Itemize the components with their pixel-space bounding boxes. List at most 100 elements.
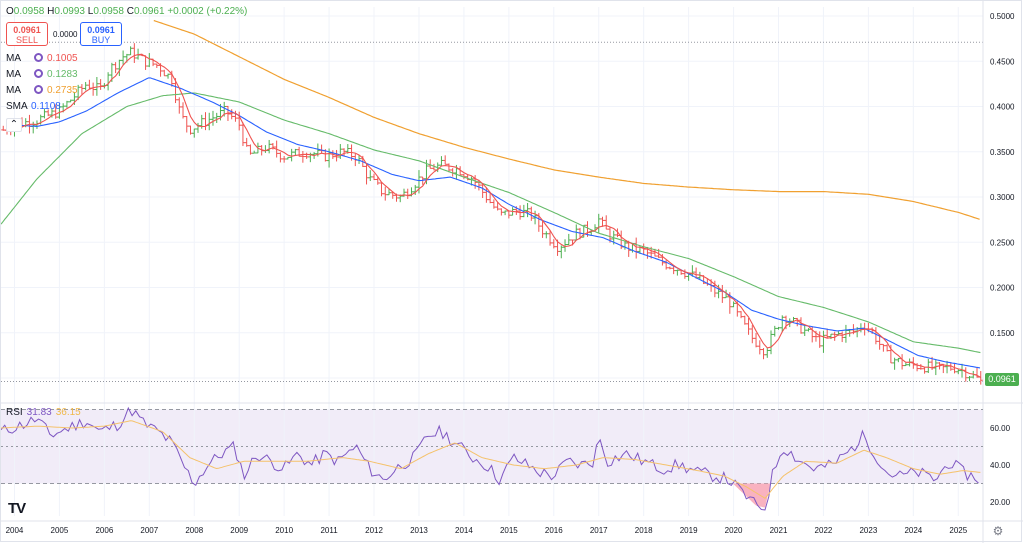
ohlc-bar: [563, 239, 568, 252]
ohlc-bar: [282, 155, 287, 163]
ohlc-bar: [237, 111, 242, 131]
ohlc-bar: [244, 137, 249, 147]
ohlc-bar: [739, 311, 744, 319]
ohlc-bar: [285, 156, 290, 160]
ohlc-bar: [488, 193, 493, 204]
ohlc-bar: [746, 317, 751, 335]
ohlc-bar: [42, 108, 47, 119]
ma-long-line: [153, 19, 980, 220]
ohlc-bar: [53, 104, 58, 119]
ohlc-readout: O0.0958 H0.0993 L0.0958 C0.0961 +0.0002 …: [6, 6, 248, 17]
ohlc-bar: [772, 325, 777, 337]
ohlc-bar: [757, 340, 762, 355]
ohlc-bar: [926, 358, 931, 373]
ohlc-bar: [304, 152, 309, 159]
ohlc-bar: [963, 367, 968, 382]
ohlc-bar: [113, 62, 118, 74]
ohlc-bar: [731, 301, 736, 308]
ohlc-bar: [98, 79, 103, 90]
sell-price: 0.0961: [13, 25, 41, 35]
ohlc-bar: [780, 315, 785, 333]
ohlc-bar: [431, 163, 436, 171]
ohlc-bar: [559, 245, 564, 259]
chevron-up-icon[interactable]: ⌃: [6, 118, 22, 132]
ohlc-bar: [166, 73, 171, 79]
ohlc-bar: [825, 328, 830, 338]
ohlc-bar: [79, 84, 84, 95]
ohlc-bar: [128, 46, 133, 56]
ohlc-bar: [383, 186, 388, 201]
ohlc-bar: [252, 150, 257, 154]
last-price-tag: 0.0961: [985, 373, 1019, 386]
ohlc-bar: [540, 220, 545, 238]
time-tick-label: 2004: [6, 526, 24, 535]
time-tick-label: 2012: [365, 526, 383, 535]
time-tick-label: 2011: [320, 526, 338, 535]
sell-label: SELL: [15, 35, 39, 45]
rsi-oversold-fill: [731, 483, 771, 508]
time-tick-label: 2018: [635, 526, 653, 535]
ohlc-bar: [31, 121, 36, 134]
ohlc-bar: [761, 348, 766, 360]
rsi-tick-label: 40.00: [990, 461, 1011, 470]
ohlc-bar: [192, 128, 197, 138]
ohlc-bar: [548, 230, 553, 246]
ohlc-bar: [428, 159, 433, 169]
time-tick-label: 2022: [815, 526, 833, 535]
high-value: 0.0993: [54, 6, 85, 17]
ohlc-bar: [551, 239, 556, 249]
indicator-row-ma-1[interactable]: MA 0.1005: [6, 53, 78, 64]
spread-value: 0.0000: [53, 30, 78, 39]
ohlc-bar: [750, 325, 755, 344]
rsi-line: [0, 406, 979, 511]
ohlc-bar: [364, 163, 369, 185]
ohlc-bar: [87, 79, 92, 90]
open-value: 0.0958: [13, 6, 45, 17]
ohlc-bar: [581, 224, 586, 238]
settings-icon[interactable]: [34, 69, 43, 78]
ohlc-bar: [300, 150, 305, 163]
ohlc-bar: [776, 326, 781, 330]
ohlc-bar: [802, 325, 807, 337]
ohlc-bar: [319, 144, 324, 154]
ohlc-bar: [821, 330, 826, 353]
buy-button[interactable]: 0.0961 BUY: [80, 22, 122, 46]
settings-icon[interactable]: [34, 85, 43, 94]
ohlc-bar: [675, 269, 680, 276]
ohlc-bar: [877, 334, 882, 350]
ohlc-bar: [154, 63, 159, 68]
ohlc-bar: [64, 100, 69, 108]
ohlc-bar: [600, 216, 605, 227]
settings-icon[interactable]: ⚙: [992, 524, 1004, 538]
ohlc-bar: [615, 228, 620, 238]
settings-icon[interactable]: [34, 53, 43, 62]
ohlc-bar: [248, 144, 253, 155]
indicator-row-ma-3[interactable]: MA 0.2735: [6, 85, 78, 96]
ohlc-bar: [918, 364, 923, 370]
indicator-row-ma-2[interactable]: MA 0.1283: [6, 69, 78, 80]
ohlc-bar: [885, 344, 890, 352]
ohlc-bar: [76, 84, 81, 101]
indicator-row-sma[interactable]: SMA 0.1108: [6, 101, 61, 112]
ohlc-bar: [94, 77, 99, 96]
ohlc-bar: [903, 362, 908, 367]
ohlc-bar: [641, 243, 646, 255]
ohlc-bar: [817, 331, 822, 348]
ohlc-bar: [184, 116, 189, 133]
sell-button[interactable]: 0.0961 SELL: [6, 22, 48, 46]
buy-price: 0.0961: [87, 25, 115, 35]
ohlc-bar: [933, 359, 938, 376]
ohlc-bar: [465, 174, 470, 181]
ohlc-bar: [278, 152, 283, 163]
ohlc-bar: [724, 289, 729, 299]
ohlc-bar: [390, 191, 395, 199]
ohlc-bar: [544, 231, 549, 239]
low-value: 0.0958: [93, 6, 124, 17]
price-tick-label: 0.4000: [990, 103, 1015, 112]
ohlc-bar: [840, 331, 845, 343]
ohlc-bar: [83, 81, 88, 91]
ohlc-bar: [784, 315, 789, 330]
ohlc-bar: [207, 112, 212, 131]
time-tick-label: 2025: [949, 526, 967, 535]
